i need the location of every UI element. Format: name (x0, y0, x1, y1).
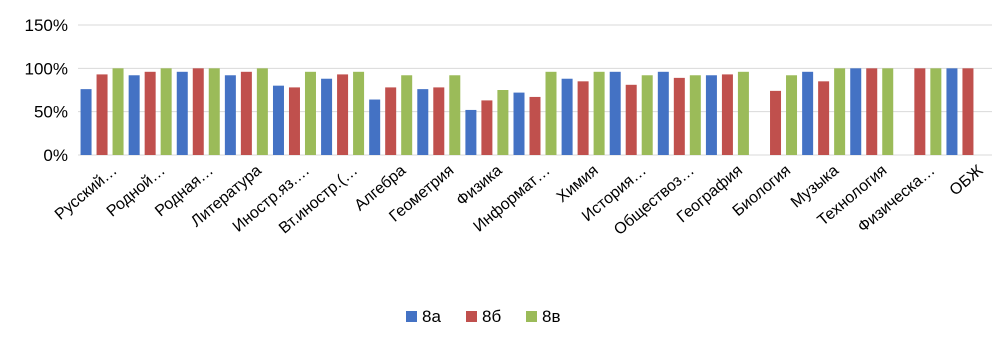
legend-label: 8а (422, 307, 441, 326)
bar (513, 92, 525, 155)
bar (689, 75, 701, 155)
bar (866, 68, 878, 155)
bar (353, 71, 365, 155)
bar (208, 68, 220, 155)
bar (609, 71, 621, 155)
bar (577, 81, 589, 155)
bar (96, 74, 108, 155)
legend-swatch (406, 311, 417, 322)
bar (337, 74, 349, 155)
bar (545, 71, 557, 155)
bar (705, 75, 717, 155)
legend-label: 8б (482, 307, 501, 326)
legend-swatch (526, 311, 537, 322)
bar (433, 87, 445, 155)
bar (304, 71, 316, 155)
bar (673, 77, 685, 155)
bar (737, 71, 749, 155)
bar (930, 68, 942, 155)
x-axis-labels: Русский…Родной…Родная…ЛитератураИностр.я… (52, 162, 987, 239)
bar (882, 68, 894, 155)
bar (272, 85, 284, 155)
bar (497, 90, 509, 155)
bar (946, 68, 958, 155)
legend-swatch (466, 311, 477, 322)
bar (770, 90, 782, 155)
bar (593, 71, 605, 155)
bar (288, 87, 300, 155)
bar (256, 68, 268, 155)
bar (625, 84, 637, 155)
bar (561, 78, 573, 155)
bar (786, 75, 798, 155)
bar (850, 68, 862, 155)
bar (417, 89, 429, 155)
bar (481, 100, 493, 155)
bar (401, 75, 413, 155)
bar (240, 71, 252, 155)
legend-label: 8в (542, 307, 561, 326)
bar (818, 81, 830, 155)
bar (369, 99, 381, 155)
bar (128, 75, 140, 155)
bar (657, 71, 669, 155)
bar (192, 68, 204, 155)
bar (529, 96, 541, 155)
bar (834, 68, 846, 155)
y-tick-label: 0% (43, 146, 68, 165)
y-tick-label: 150% (25, 16, 68, 35)
bar (321, 78, 333, 155)
y-tick-label: 50% (34, 103, 68, 122)
bar (385, 87, 397, 155)
bar (160, 68, 172, 155)
bar (176, 71, 188, 155)
bar (80, 89, 92, 155)
bar (641, 75, 653, 155)
bar (962, 68, 974, 155)
bar (914, 68, 926, 155)
bar (721, 74, 733, 155)
bar (449, 75, 461, 155)
bars (80, 68, 974, 155)
y-axis-ticks: 0% 50% 100% 150% (25, 16, 68, 165)
legend: 8а 8б 8в (406, 307, 561, 326)
bar (224, 75, 236, 155)
bar (112, 68, 124, 155)
bar (802, 71, 814, 155)
bar (465, 109, 477, 155)
x-tick-label: ОБЖ (947, 162, 987, 199)
bar (144, 71, 156, 155)
y-tick-label: 100% (25, 59, 68, 78)
